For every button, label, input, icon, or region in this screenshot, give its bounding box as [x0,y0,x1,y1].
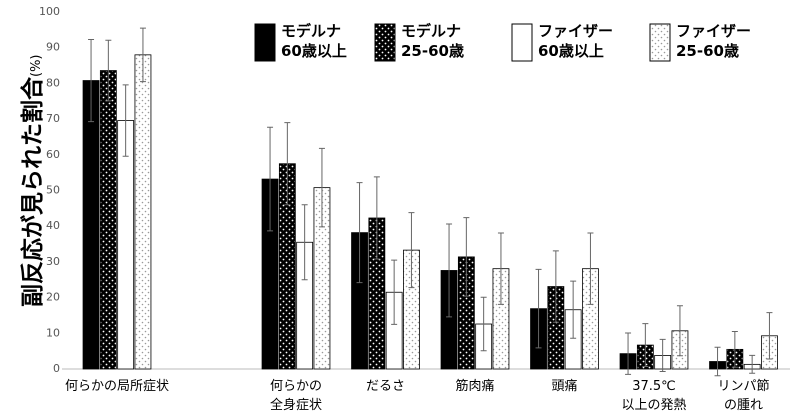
error-bar [659,338,666,372]
legend-label: モデルナ 60歳以上 [281,22,347,60]
error-bar [284,122,291,206]
error-bar [731,331,738,368]
x-tick-label: 37.5℃ 以上の発熱 [621,379,687,413]
legend-label: ファイザー 25-60歳 [676,22,752,60]
y-tick-label: 20 [46,291,60,304]
x-tick-label: 筋肉痛 [455,379,495,394]
y-tick-label: 90 [46,41,60,54]
x-tick-label: 何らかの 全身症状 [269,379,323,413]
error-bar [391,259,398,325]
error-bar [463,217,470,297]
y-tick-label: 30 [46,255,60,268]
bar [117,120,135,370]
y-tick-label: 50 [46,184,60,197]
y-tick-label: 0 [53,362,60,375]
y-axis-title: 副反応が見られた割合(%) [13,55,47,308]
y-tick-label: 70 [46,112,60,125]
error-bar [570,280,577,339]
error-bar [587,232,594,305]
x-tick-label: 何らかの局所症状 [64,379,170,394]
error-bar [122,84,129,157]
y-unit: (%) [29,54,44,78]
error-bar [676,305,683,357]
x-tick-label: だるさ [365,379,406,394]
error-bar [552,250,559,323]
error-bar [105,39,112,102]
y-tick-label: 80 [46,76,60,89]
error-bar [408,212,415,289]
error-bar [318,147,325,228]
error-bar [88,38,95,123]
error-bar [446,223,453,318]
error-bar [267,126,274,232]
error-bar [356,182,363,284]
x-tick-label: 頭痛 [551,379,578,394]
error-bar [642,323,649,368]
y-tick-label: 100 [39,5,60,18]
error-bar [535,268,542,349]
bar [99,70,117,370]
bar [82,80,100,370]
error-bar [625,332,632,375]
error-bar [373,176,380,260]
error-bar [497,232,504,305]
y-tick-label: 10 [46,326,60,339]
y-label: 副反応が見られた割合 [20,77,46,307]
legend-swatch [511,23,533,62]
legend-swatch [254,23,276,62]
error-bar [749,354,756,374]
error-bar [480,296,487,352]
legend-label: モデルナ 25-60歳 [401,22,464,60]
x-tick-label: リンパ節 の腫れ [717,379,770,413]
y-tick-label: 60 [46,148,60,161]
legend-swatch [649,23,671,62]
legend-label: ファイザー 60歳以上 [538,22,614,60]
error-bar [766,312,773,360]
error-bar [714,346,721,377]
error-bar [139,27,146,83]
y-tick-label: 40 [46,219,60,232]
bar [134,54,152,370]
legend-swatch [374,23,396,62]
error-bar [301,204,308,281]
